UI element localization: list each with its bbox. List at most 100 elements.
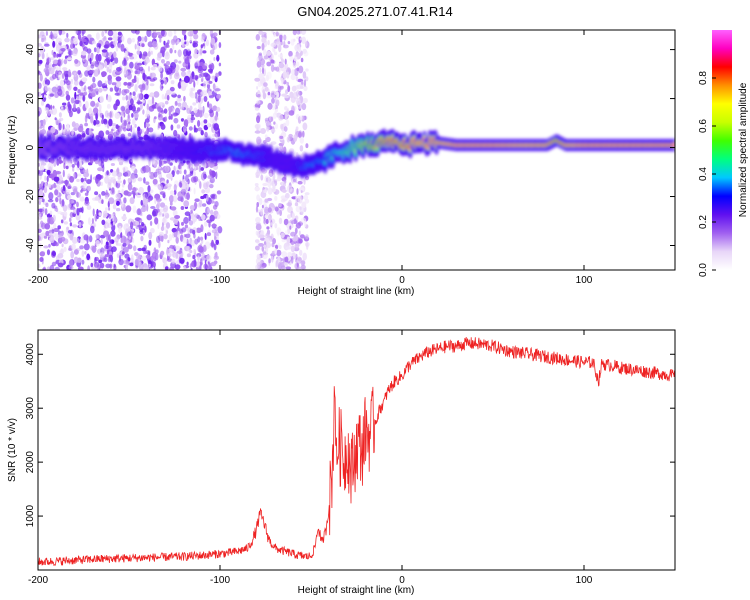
scatter-point	[86, 253, 91, 261]
scatter-point	[188, 62, 191, 70]
scatter-point	[286, 136, 291, 143]
scatter-point	[167, 182, 170, 187]
scatter-point	[143, 250, 148, 255]
scatter-point	[39, 198, 43, 203]
scatter-point	[268, 173, 273, 177]
scatter-point	[258, 52, 262, 56]
scatter-point	[213, 57, 216, 61]
scatter-point	[179, 257, 185, 264]
scatter-point	[288, 50, 293, 57]
scatter-point	[165, 266, 169, 270]
scatter-point	[166, 94, 170, 101]
scatter-point	[169, 162, 173, 166]
scatter-point	[176, 133, 180, 138]
scatter-point	[214, 131, 219, 138]
scatter-point	[144, 93, 149, 100]
scatter-point	[153, 77, 158, 81]
scatter-point	[266, 197, 273, 202]
scatter-point	[296, 61, 300, 67]
scatter-point	[203, 221, 208, 227]
scatter-point	[120, 116, 123, 123]
scatter-point	[63, 59, 68, 65]
scatter-point	[293, 56, 298, 62]
scatter-point	[73, 256, 79, 264]
scatter-point	[84, 122, 88, 127]
scatter-point	[281, 238, 287, 243]
scatter-point	[278, 203, 282, 208]
scatter-point	[44, 223, 51, 230]
scatter-point	[41, 198, 45, 203]
scatter-point	[140, 235, 144, 242]
colorbar-gradient	[712, 30, 732, 270]
scatter-point	[199, 181, 202, 189]
scatter-point	[77, 70, 82, 75]
scatter-point	[77, 125, 84, 133]
scatter-point	[108, 63, 113, 71]
scatter-point	[81, 130, 86, 139]
scatter-point	[52, 214, 56, 222]
scatter-point	[287, 41, 291, 45]
scatter-point	[192, 42, 198, 48]
scatter-point	[71, 164, 75, 168]
scatter-point	[178, 164, 181, 170]
scatter-point	[51, 86, 58, 93]
scatter-point	[284, 256, 289, 263]
scatter-point	[161, 94, 165, 100]
scatter-point	[174, 252, 180, 260]
scatter-point	[38, 72, 42, 76]
scatter-point	[200, 36, 205, 43]
scatter-point	[94, 160, 99, 165]
scatter-point	[273, 66, 277, 71]
scatter-point	[38, 120, 41, 128]
scatter-point	[41, 34, 47, 41]
scatter-point	[208, 109, 214, 114]
scatter-point	[178, 60, 182, 64]
scatter-point	[133, 96, 137, 101]
scatter-point	[73, 249, 79, 255]
scatter-point	[81, 50, 87, 56]
scatter-point	[143, 177, 146, 184]
scatter-point	[50, 31, 53, 40]
scatter-point	[283, 40, 286, 47]
scatter-point	[263, 140, 267, 144]
scatter-point	[66, 57, 73, 61]
scatter-point	[159, 191, 166, 196]
scatter-point	[211, 229, 218, 234]
scatter-point	[66, 32, 69, 38]
scatter-point	[188, 173, 191, 177]
scatter-point	[39, 257, 44, 262]
scatter-point	[263, 219, 266, 224]
scatter-point	[74, 91, 77, 100]
scatter-point	[137, 45, 141, 51]
scatter-point	[255, 216, 261, 223]
scatter-point	[305, 68, 309, 72]
scatter-point	[60, 248, 64, 255]
scatter-point	[265, 92, 272, 99]
scatter-point	[117, 31, 122, 36]
scatter-point	[145, 181, 150, 185]
y-tick-label: 0	[25, 144, 36, 150]
scatter-point	[38, 235, 41, 242]
scatter-point	[208, 103, 213, 110]
scatter-point	[122, 246, 129, 253]
scatter-point	[159, 208, 165, 213]
scatter-point	[216, 57, 220, 61]
scatter-point	[207, 90, 212, 96]
scatter-point	[96, 47, 100, 54]
scatter-point	[276, 38, 279, 42]
scatter-point	[286, 81, 290, 86]
scatter-point	[112, 216, 117, 224]
scatter-point	[101, 219, 106, 225]
scatter-point	[125, 95, 129, 101]
scatter-point	[81, 259, 85, 265]
scatter-point	[122, 166, 129, 172]
scatter-point	[258, 234, 265, 239]
scatter-point	[66, 226, 69, 230]
scatter-point	[151, 210, 157, 217]
scatter-point	[197, 110, 204, 118]
scatter-point	[115, 200, 120, 206]
scatter-point	[298, 230, 301, 236]
scatter-point	[194, 48, 198, 54]
